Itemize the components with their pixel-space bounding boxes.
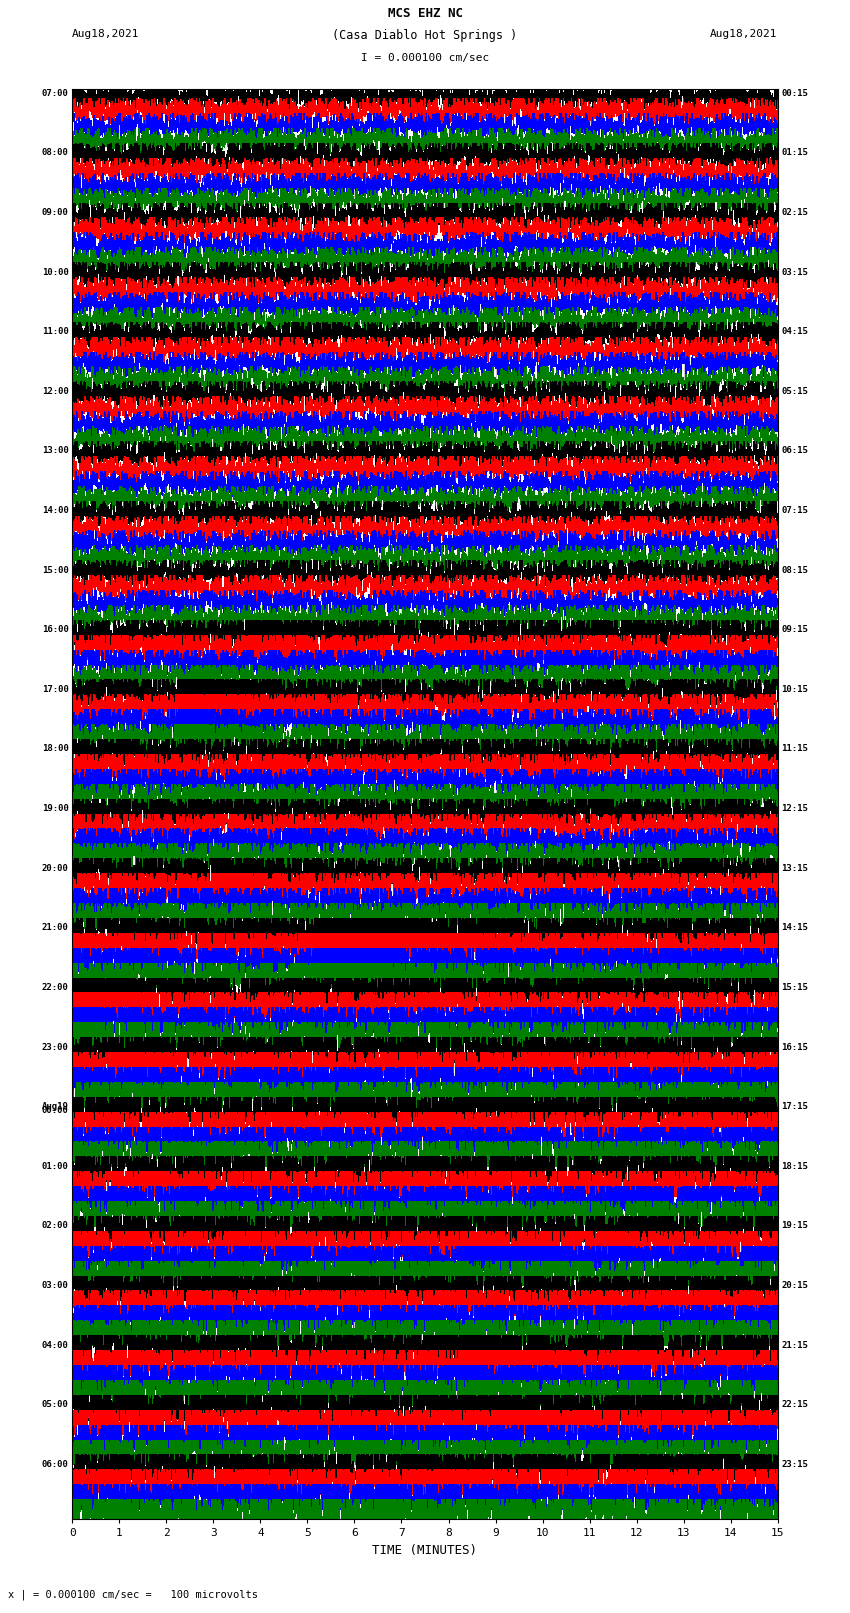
Text: 04:15: 04:15 (781, 327, 808, 336)
Text: 08:00: 08:00 (42, 148, 69, 158)
Text: 07:00: 07:00 (42, 89, 69, 98)
Text: 18:15: 18:15 (781, 1161, 808, 1171)
Text: 07:15: 07:15 (781, 506, 808, 515)
Text: 23:00: 23:00 (42, 1042, 69, 1052)
Text: 20:00: 20:00 (42, 863, 69, 873)
Text: 23:15: 23:15 (781, 1460, 808, 1469)
Text: 14:00: 14:00 (42, 506, 69, 515)
Text: 22:00: 22:00 (42, 982, 69, 992)
Text: 00:15: 00:15 (781, 89, 808, 98)
Text: 15:00: 15:00 (42, 566, 69, 574)
Text: 21:00: 21:00 (42, 923, 69, 932)
Text: Aug19: Aug19 (42, 1102, 69, 1111)
Text: 13:15: 13:15 (781, 863, 808, 873)
Text: 00:00: 00:00 (42, 1107, 69, 1116)
Text: 16:00: 16:00 (42, 626, 69, 634)
Text: 02:15: 02:15 (781, 208, 808, 216)
Text: 06:00: 06:00 (42, 1460, 69, 1469)
Text: MCS EHZ NC: MCS EHZ NC (388, 6, 462, 19)
Text: 06:15: 06:15 (781, 447, 808, 455)
Text: 11:15: 11:15 (781, 745, 808, 753)
Text: 17:15: 17:15 (781, 1102, 808, 1111)
Text: 09:15: 09:15 (781, 626, 808, 634)
Text: 10:15: 10:15 (781, 686, 808, 694)
Text: 18:00: 18:00 (42, 745, 69, 753)
Text: 01:15: 01:15 (781, 148, 808, 158)
Text: 13:00: 13:00 (42, 447, 69, 455)
Text: 22:15: 22:15 (781, 1400, 808, 1410)
Text: 12:00: 12:00 (42, 387, 69, 395)
Text: 19:15: 19:15 (781, 1221, 808, 1231)
Text: 11:00: 11:00 (42, 327, 69, 336)
Text: 21:15: 21:15 (781, 1340, 808, 1350)
X-axis label: TIME (MINUTES): TIME (MINUTES) (372, 1544, 478, 1557)
Text: 01:00: 01:00 (42, 1161, 69, 1171)
Text: 02:00: 02:00 (42, 1221, 69, 1231)
Text: 05:15: 05:15 (781, 387, 808, 395)
Text: 20:15: 20:15 (781, 1281, 808, 1290)
Text: 05:00: 05:00 (42, 1400, 69, 1410)
Text: 14:15: 14:15 (781, 923, 808, 932)
Text: (Casa Diablo Hot Springs ): (Casa Diablo Hot Springs ) (332, 29, 518, 42)
Text: Aug18,2021: Aug18,2021 (72, 29, 139, 39)
Text: 17:00: 17:00 (42, 686, 69, 694)
Text: 10:00: 10:00 (42, 268, 69, 276)
Text: 08:15: 08:15 (781, 566, 808, 574)
Text: 03:00: 03:00 (42, 1281, 69, 1290)
Text: x | = 0.000100 cm/sec =   100 microvolts: x | = 0.000100 cm/sec = 100 microvolts (8, 1589, 258, 1600)
Text: 04:00: 04:00 (42, 1340, 69, 1350)
Text: 16:15: 16:15 (781, 1042, 808, 1052)
Text: Aug18,2021: Aug18,2021 (711, 29, 778, 39)
Text: 15:15: 15:15 (781, 982, 808, 992)
Text: 03:15: 03:15 (781, 268, 808, 276)
Text: 12:15: 12:15 (781, 805, 808, 813)
Text: 09:00: 09:00 (42, 208, 69, 216)
Text: I = 0.000100 cm/sec: I = 0.000100 cm/sec (361, 53, 489, 63)
Text: 19:00: 19:00 (42, 805, 69, 813)
